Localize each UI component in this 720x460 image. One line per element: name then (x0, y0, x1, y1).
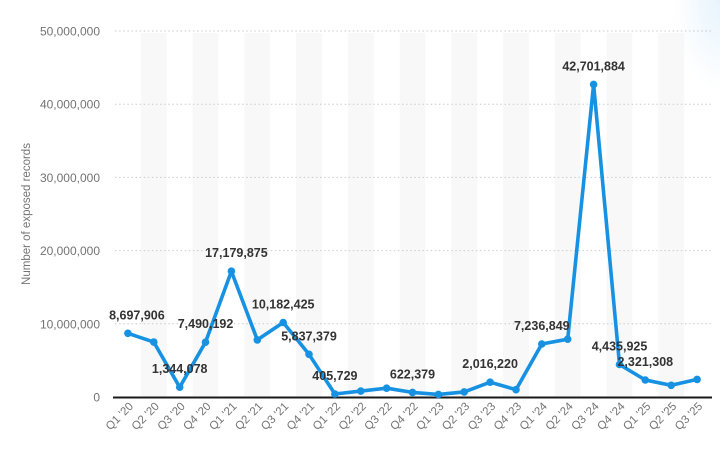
quarter-band (399, 33, 426, 397)
x-axis-tick-label: Q3 '23 (466, 401, 498, 433)
data-point-label: 42,701,884 (562, 59, 625, 73)
x-axis-tick-label: Q1 '21 (207, 401, 239, 433)
x-axis-tick-label: Q1 '20 (104, 401, 136, 433)
y-axis-tick-label: 30,000,000 (40, 171, 100, 185)
data-point[interactable] (434, 390, 443, 399)
data-point[interactable] (279, 318, 288, 327)
y-axis-tick-label: 10,000,000 (40, 317, 100, 331)
data-point[interactable] (538, 340, 546, 348)
data-point-label: 4,435,925 (592, 340, 648, 354)
data-point-label: 7,490,192 (178, 317, 234, 331)
x-axis-tick-label: Q2 '21 (233, 401, 265, 433)
x-axis-tick-label: Q3 '22 (363, 401, 395, 433)
x-axis-tick-label: Q4 '22 (388, 401, 420, 433)
quarter-band (658, 33, 685, 397)
data-point[interactable] (175, 383, 184, 392)
x-axis-tick-label: Q4 '20 (181, 401, 213, 433)
y-axis-tick-label: 20,000,000 (40, 244, 100, 258)
data-point-label: 1,344,078 (152, 362, 208, 376)
data-point-label: 17,179,875 (205, 246, 268, 260)
data-point[interactable] (201, 338, 210, 347)
data-point[interactable] (460, 388, 469, 396)
y-axis-tick-label: 40,000,000 (40, 98, 100, 112)
data-point[interactable] (615, 360, 624, 369)
data-point-label: 405,729 (312, 369, 357, 383)
data-point[interactable] (563, 335, 572, 344)
data-point[interactable] (667, 381, 675, 390)
data-point[interactable] (357, 387, 365, 395)
quarter-band (140, 33, 167, 397)
data-point[interactable] (253, 336, 262, 344)
x-axis-tick-label: Q1 '25 (621, 401, 653, 433)
y-axis-tick-label: 0 (93, 391, 100, 405)
x-axis-tick-label: Q4 '24 (595, 400, 628, 433)
data-point[interactable] (305, 350, 313, 359)
x-axis-tick-label: Q1 '22 (311, 401, 343, 433)
data-point-label: 2,321,308 (617, 355, 673, 369)
x-axis-tick-label: Q2 '20 (130, 401, 162, 433)
data-point-label: 7,236,849 (514, 319, 570, 333)
data-point[interactable] (227, 267, 236, 276)
x-axis-tick-label: Q1 '24 (518, 400, 551, 433)
data-point[interactable] (512, 385, 520, 394)
quarter-band (347, 33, 374, 397)
x-axis-tick-label: Q1 '23 (414, 401, 446, 433)
data-point[interactable] (641, 376, 650, 384)
data-point-label: 2,016,220 (462, 357, 518, 371)
data-point[interactable] (486, 378, 494, 387)
data-point[interactable] (382, 384, 391, 393)
x-axis-tick-label: Q4 '23 (492, 401, 524, 433)
quarter-band (503, 33, 529, 397)
x-axis-tick-label: Q4 '21 (285, 401, 317, 433)
x-axis-tick-label: Q3 '25 (673, 401, 705, 433)
x-axis-tick-label: Q2 '24 (544, 400, 577, 433)
data-point[interactable] (124, 329, 132, 338)
x-axis-tick-label: Q2 '22 (337, 401, 369, 433)
x-axis-tick-label: Q2 '23 (440, 401, 472, 433)
data-point[interactable] (693, 375, 701, 384)
x-axis-tick-label: Q3 '24 (570, 400, 603, 433)
quarter-band (606, 33, 633, 397)
quarter-band (451, 33, 478, 397)
y-axis-tick-label: 50,000,000 (40, 25, 100, 39)
data-point[interactable] (150, 338, 158, 346)
data-point[interactable] (589, 80, 598, 89)
x-axis-tick-label: Q3 '21 (259, 401, 291, 433)
data-point[interactable] (331, 390, 339, 398)
data-point-label: 10,182,425 (252, 298, 315, 312)
quarter-band (192, 33, 219, 397)
y-axis-title: Number of exposed records (21, 143, 33, 285)
data-point-label: 5,837,379 (281, 329, 337, 343)
x-axis-tick-label: Q3 '20 (156, 401, 188, 433)
quarter-band (296, 33, 322, 397)
data-point-label: 8,697,906 (109, 308, 165, 322)
data-point[interactable] (408, 388, 417, 397)
data-point-label: 622,379 (390, 367, 435, 381)
x-axis-tick-label: Q2 '25 (647, 401, 679, 433)
